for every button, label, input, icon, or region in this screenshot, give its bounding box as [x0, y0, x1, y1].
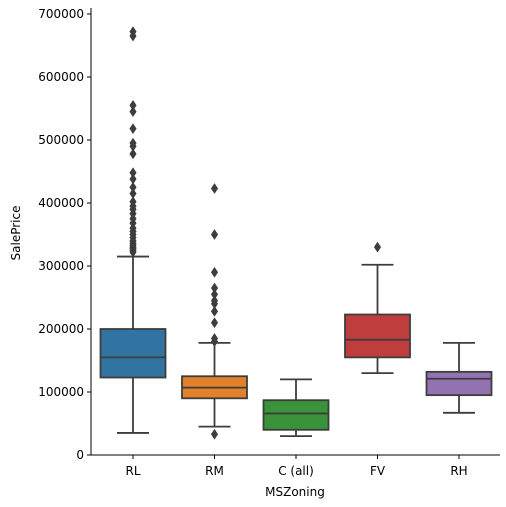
outlier-point	[210, 183, 219, 194]
outlier-point	[129, 148, 137, 160]
outlier-point	[129, 99, 137, 111]
box-group	[425, 341, 493, 414]
outlier-point	[129, 196, 137, 208]
y-tick-label: 700000	[38, 7, 84, 21]
y-tick-label: 100000	[38, 385, 84, 399]
outlier-point	[129, 106, 137, 118]
y-tick-label: 500000	[38, 133, 84, 147]
outlier-point	[210, 282, 219, 294]
box-iqr	[425, 370, 493, 397]
outlier-point	[210, 266, 219, 278]
y-tick-label: 300000	[38, 259, 84, 273]
y-tick-label: 200000	[38, 322, 84, 336]
x-axis-title: MSZoning	[265, 485, 325, 499]
outlier-point	[210, 317, 219, 329]
box-iqr	[99, 328, 167, 379]
x-tick-label: FV	[370, 464, 386, 478]
outlier-point	[129, 123, 137, 135]
outlier-point	[129, 167, 137, 179]
outlier-point	[129, 181, 137, 193]
outlier-point	[210, 332, 219, 344]
outlier-point	[210, 305, 219, 317]
outlier-point	[373, 241, 382, 253]
outlier-point	[129, 188, 137, 200]
outlier-point	[129, 26, 137, 38]
x-tick-label: RM	[205, 464, 224, 478]
boxes-layer	[99, 26, 493, 440]
x-tick-label: RL	[125, 464, 140, 478]
x-tick-label: RH	[450, 464, 467, 478]
y-tick-label: 600000	[38, 70, 84, 84]
box-iqr	[344, 313, 411, 359]
outlier-point	[210, 288, 219, 300]
y-tick-label: 0	[76, 448, 84, 462]
y-axis-title: SalePrice	[9, 206, 23, 261]
outlier-point	[210, 295, 219, 307]
outlier-point	[210, 229, 219, 240]
box-group	[181, 183, 248, 440]
x-tick-label: C (all)	[278, 464, 314, 478]
box-group	[262, 378, 330, 438]
y-tick-label: 400000	[38, 196, 84, 210]
box-group	[99, 26, 167, 434]
box-group	[344, 241, 411, 375]
box-iqr	[262, 399, 330, 431]
outlier-point	[129, 173, 137, 185]
outlier-point	[129, 137, 137, 149]
y-ticks-layer: 0 100000 200000 300000 400000 500000 600000 700…	[38, 7, 91, 462]
outlier-point	[210, 428, 219, 440]
x-ticks-layer: RL RM C (all) FV RH	[125, 455, 468, 478]
